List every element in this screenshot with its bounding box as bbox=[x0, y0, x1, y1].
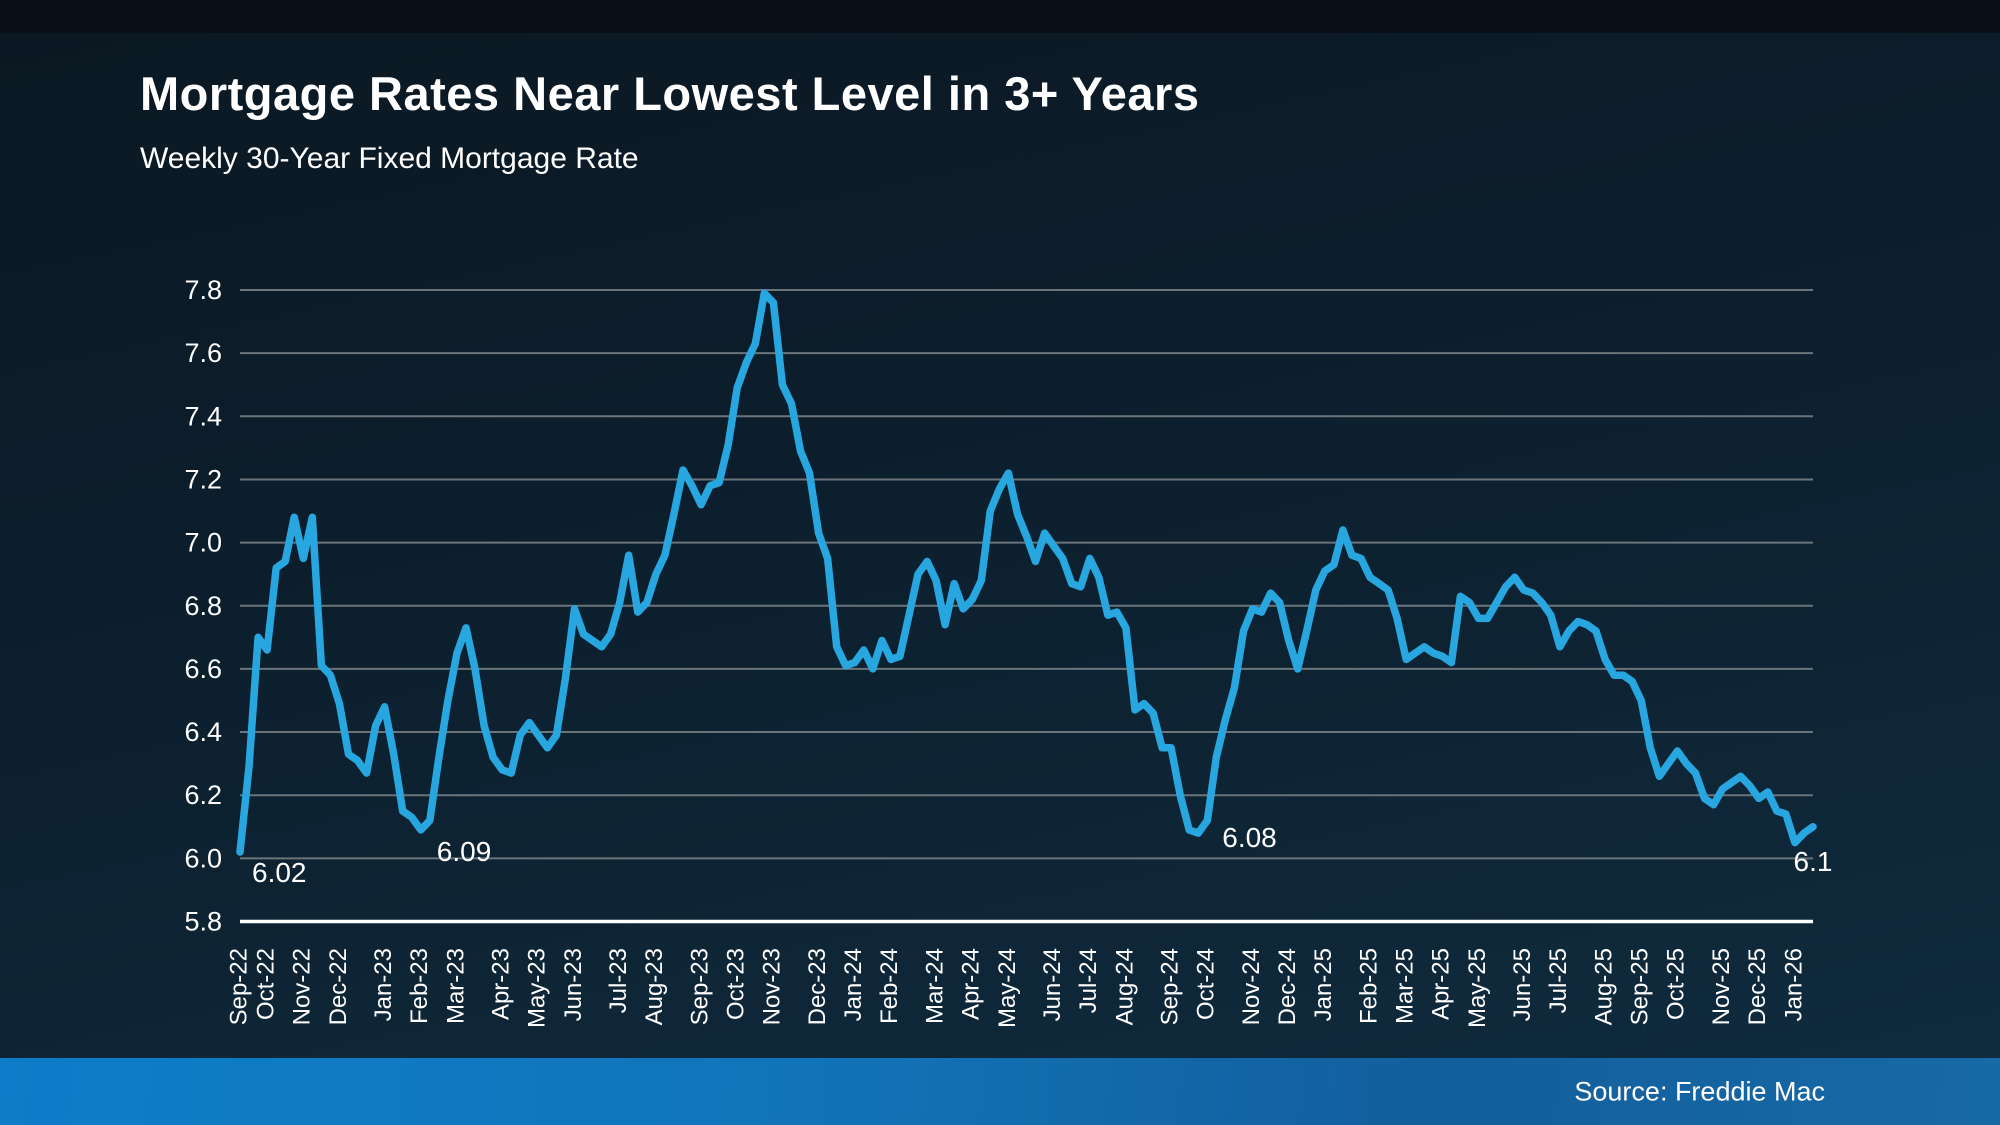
x-tick-label: May-24 bbox=[994, 948, 1021, 1028]
x-tick-label: Jan-26 bbox=[1780, 948, 1807, 1021]
y-tick-label: 5.8 bbox=[184, 907, 222, 937]
x-tick-label: Nov-23 bbox=[759, 948, 786, 1025]
x-tick-label: Dec-25 bbox=[1744, 948, 1771, 1025]
x-tick-label: Mar-24 bbox=[921, 948, 948, 1024]
y-tick-label: 6.2 bbox=[184, 780, 222, 810]
x-tick-label: Dec-23 bbox=[804, 948, 831, 1025]
y-tick-label: 6.4 bbox=[184, 717, 222, 747]
x-tick-label: Oct-23 bbox=[723, 948, 750, 1020]
x-tick-label: Sep-22 bbox=[225, 948, 252, 1025]
x-tick-label: Sep-25 bbox=[1627, 948, 1654, 1025]
source-label: Source: Freddie Mac bbox=[1574, 1076, 1825, 1106]
x-tick-label: Oct-22 bbox=[252, 948, 279, 1020]
x-tick-label: Dec-22 bbox=[325, 948, 352, 1025]
chart-subtitle: Weekly 30-Year Fixed Mortgage Rate bbox=[140, 142, 639, 175]
x-tick-label: May-23 bbox=[524, 948, 551, 1028]
y-tick-label: 7.6 bbox=[184, 338, 222, 368]
x-tick-label: Apr-23 bbox=[488, 948, 515, 1020]
rate-line bbox=[236, 289, 1817, 856]
x-tick-label: Jul-24 bbox=[1075, 948, 1102, 1013]
x-tick-label: Jan-23 bbox=[370, 948, 397, 1021]
y-tick-label: 6.8 bbox=[184, 591, 222, 621]
y-tick-label: 7.8 bbox=[184, 275, 222, 305]
x-tick-label: Oct-24 bbox=[1193, 948, 1220, 1020]
y-tick-label: 7.2 bbox=[184, 464, 222, 494]
x-tick-label: Feb-25 bbox=[1355, 948, 1382, 1024]
data-point-label: 6.08 bbox=[1222, 822, 1277, 853]
x-tick-label: Apr-24 bbox=[958, 948, 985, 1020]
x-tick-label: May-25 bbox=[1464, 948, 1491, 1028]
x-tick-label: Sep-24 bbox=[1156, 948, 1183, 1025]
x-tick-label: Oct-25 bbox=[1663, 948, 1690, 1020]
x-tick-label: Jul-25 bbox=[1545, 948, 1572, 1013]
x-tick-label: Jun-23 bbox=[560, 948, 587, 1021]
x-tick-label: Feb-23 bbox=[406, 948, 433, 1024]
data-point-label: 6.1 bbox=[1794, 846, 1833, 877]
x-tick-label: Jan-25 bbox=[1310, 948, 1337, 1021]
x-tick-label: Feb-24 bbox=[876, 948, 903, 1024]
chart-title: Mortgage Rates Near Lowest Level in 3+ Y… bbox=[140, 67, 1200, 120]
y-tick-label: 6.0 bbox=[184, 843, 222, 873]
x-tick-label: Jun-24 bbox=[1039, 948, 1066, 1021]
x-tick-label: Nov-24 bbox=[1238, 948, 1265, 1025]
x-tick-label: Mar-25 bbox=[1392, 948, 1419, 1024]
x-tick-label: Aug-24 bbox=[1111, 948, 1138, 1025]
x-tick-label: Sep-23 bbox=[686, 948, 713, 1025]
x-tick-label: Aug-23 bbox=[641, 948, 668, 1025]
x-tick-label: Nov-22 bbox=[289, 948, 316, 1025]
top-strip bbox=[0, 0, 2000, 33]
x-tick-label: Aug-25 bbox=[1590, 948, 1617, 1025]
footer-bar: Source: Freddie Mac bbox=[0, 1058, 2000, 1125]
y-tick-label: 6.6 bbox=[184, 654, 222, 684]
data-point-label: 6.09 bbox=[437, 836, 492, 867]
x-tick-label: Mar-23 bbox=[442, 948, 469, 1024]
y-tick-label: 7.0 bbox=[184, 528, 222, 558]
data-point-label: 6.02 bbox=[252, 857, 307, 888]
x-tick-label: Jun-25 bbox=[1509, 948, 1536, 1021]
x-tick-label: Apr-25 bbox=[1428, 948, 1455, 1020]
x-tick-label: Jul-23 bbox=[605, 948, 632, 1013]
x-tick-label: Nov-25 bbox=[1708, 948, 1735, 1025]
x-tick-label: Dec-24 bbox=[1274, 948, 1301, 1025]
x-tick-label: Jan-24 bbox=[840, 948, 867, 1021]
y-tick-label: 7.4 bbox=[184, 401, 222, 431]
